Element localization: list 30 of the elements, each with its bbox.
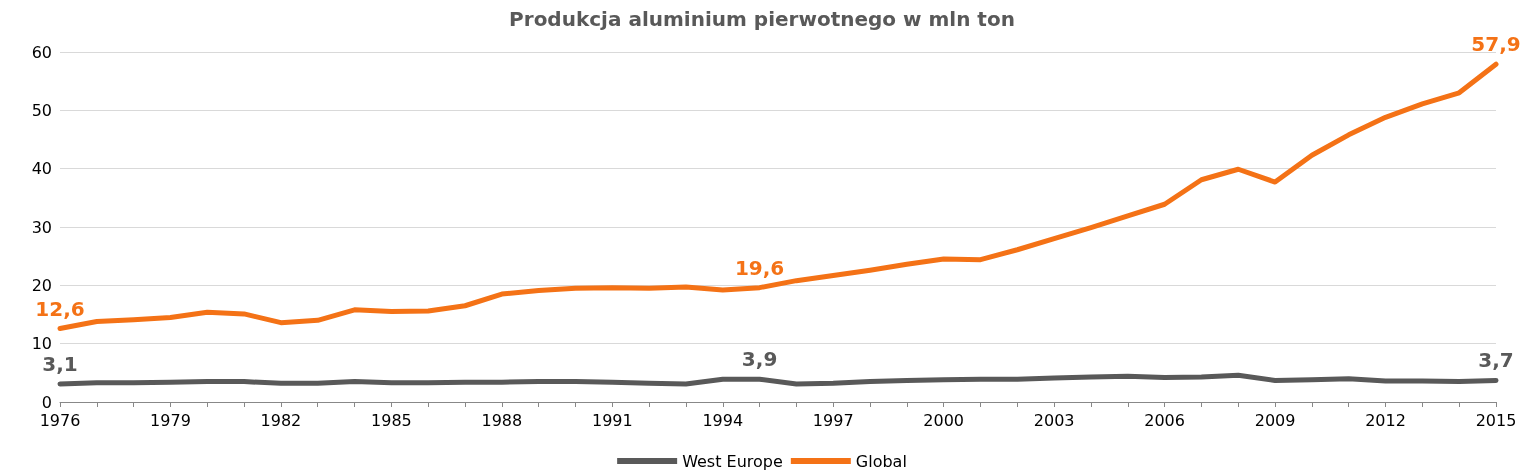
x-tick-label: 2006 (1144, 410, 1185, 430)
x-tick-label: 2000 (923, 410, 965, 430)
legend-label: Global (855, 451, 907, 471)
data-label: 3,7 (1478, 348, 1514, 373)
y-tick-label: 10 (31, 334, 52, 354)
x-tick-label: 1979 (150, 410, 191, 430)
x-tick-label: 2015 (1475, 410, 1517, 430)
y-tick-label: 20 (31, 275, 52, 295)
x-tick-label: 1994 (702, 410, 744, 430)
x-tick-label: 1985 (371, 410, 412, 430)
legend-label: West Europe (682, 451, 783, 471)
y-tick-label: 60 (31, 42, 52, 62)
data-label: 12,6 (35, 296, 85, 321)
x-tick-label: 2003 (1033, 410, 1075, 430)
x-tick-label: 2012 (1365, 410, 1406, 430)
x-tick-label: 1997 (812, 410, 854, 430)
data-label: 57,9 (1471, 32, 1521, 57)
y-tick-label: 30 (31, 217, 52, 237)
data-label: 3,9 (741, 347, 778, 372)
y-tick-label: 40 (31, 159, 52, 179)
x-tick-label: 2009 (1254, 410, 1296, 430)
y-tick-label: 0 (41, 392, 52, 412)
x-tick-label: 1988 (481, 410, 523, 430)
y-tick-label: 50 (31, 100, 52, 120)
x-tick-label: 1991 (591, 410, 633, 430)
x-tick-label: 1982 (260, 410, 302, 430)
data-label: 3,1 (42, 351, 78, 376)
data-label: 19,6 (734, 255, 785, 280)
chart-title: Produkcja aluminium pierwotnego w mln ton (509, 7, 1015, 31)
x-tick-label: 1976 (39, 410, 81, 430)
